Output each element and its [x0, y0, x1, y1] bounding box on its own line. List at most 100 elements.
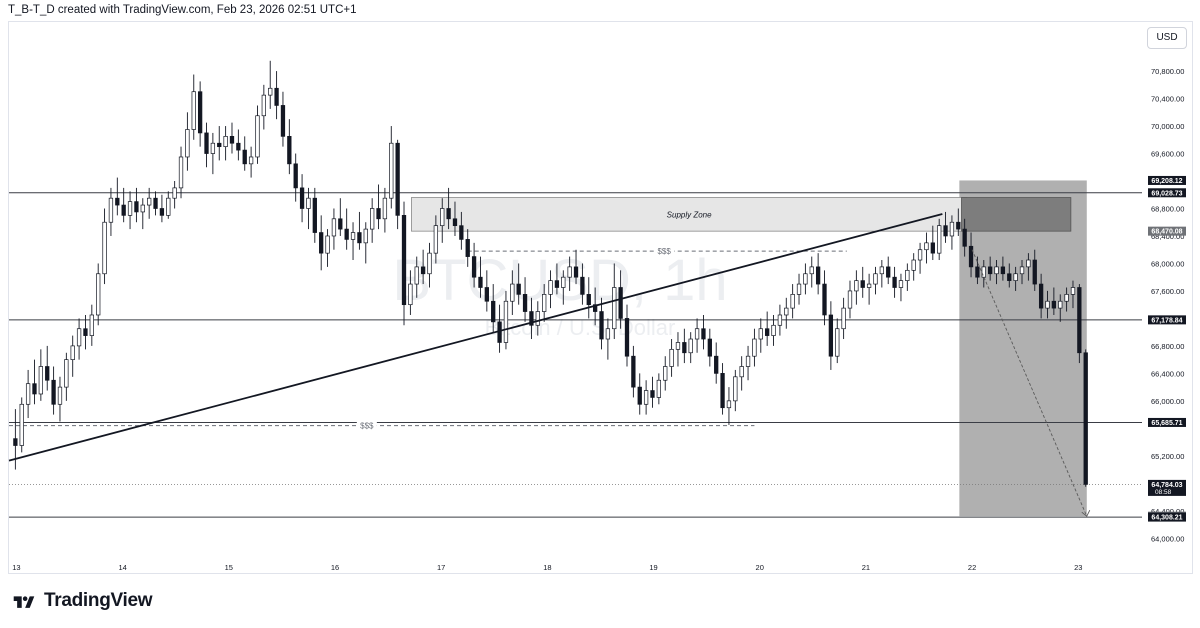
price-tag-bg	[1148, 226, 1186, 236]
candle-body	[178, 156, 184, 189]
candle-body	[815, 266, 821, 285]
candle	[943, 211, 948, 243]
x-tick-label: 18	[543, 563, 551, 572]
candle	[401, 201, 407, 326]
candle-body	[956, 221, 961, 230]
candle-body	[51, 379, 56, 405]
candle-body	[471, 256, 477, 278]
candle	[452, 201, 458, 236]
candle	[650, 376, 655, 408]
candle-body	[166, 197, 171, 216]
candle-body	[701, 328, 706, 340]
price-tag-bg	[1148, 479, 1186, 496]
candle-body	[803, 273, 808, 285]
price-tag-bg	[1148, 315, 1186, 325]
candle	[280, 91, 286, 147]
price-tag: 68,470.08	[1148, 226, 1186, 236]
candle-body	[274, 87, 279, 106]
chart-header: T_B-T_D created with TradingView.com, Fe…	[8, 4, 357, 16]
candle	[1032, 249, 1037, 291]
candle-body	[618, 287, 623, 319]
candle-body	[1026, 259, 1031, 268]
candle-body	[293, 163, 298, 189]
candle-body	[522, 294, 528, 312]
candle	[363, 222, 368, 264]
candle	[503, 290, 509, 350]
candle	[1077, 284, 1082, 364]
currency-button[interactable]: USD	[1147, 27, 1187, 49]
candle	[1038, 273, 1044, 319]
candle	[835, 318, 840, 364]
candle	[707, 328, 712, 367]
candle-body	[516, 283, 521, 295]
candle	[866, 273, 872, 305]
candle	[172, 181, 177, 209]
candle-body	[580, 276, 585, 295]
price-axis[interactable]: 71,200.0070,800.0070,400.0070,000.0069,6…	[1151, 40, 1184, 544]
candle-body	[809, 266, 814, 275]
candle-body	[860, 280, 865, 288]
candle	[185, 112, 190, 171]
candle	[1064, 287, 1069, 312]
candle	[83, 314, 88, 350]
candle	[108, 187, 114, 236]
candle-body	[76, 328, 82, 347]
candle	[784, 297, 789, 329]
y-tick-label: 70,800.00	[1151, 67, 1184, 76]
candle-body	[217, 142, 222, 148]
candle-body	[127, 201, 133, 216]
candle	[624, 304, 630, 367]
candle	[159, 194, 165, 223]
candle-body	[229, 136, 235, 144]
price-tag-bg	[1148, 175, 1186, 185]
candle-body	[242, 149, 247, 165]
candle-body	[663, 366, 668, 381]
price-tag-label: 68,470.08	[1151, 229, 1182, 236]
candle-body	[420, 266, 426, 275]
candle	[210, 132, 216, 175]
candle	[140, 198, 145, 230]
candle	[331, 208, 337, 250]
candle-body	[414, 266, 419, 285]
liquidity-label-bg-1	[654, 246, 675, 256]
candle-body	[185, 129, 190, 158]
candle-body	[299, 187, 305, 209]
candle	[777, 304, 783, 336]
candle-body	[204, 132, 209, 154]
candle	[599, 297, 604, 350]
candle-body	[943, 225, 948, 237]
candle	[586, 277, 591, 319]
candle	[714, 342, 719, 384]
candle	[847, 280, 853, 319]
candle-body	[650, 390, 655, 398]
price-tag-bg	[1148, 188, 1186, 198]
candle-body	[924, 242, 929, 251]
candle-body	[395, 142, 400, 216]
candle	[134, 187, 139, 223]
x-tick-label: 16	[331, 563, 339, 572]
candle-body	[917, 249, 923, 261]
candle-body	[223, 136, 228, 148]
candle-body	[121, 204, 126, 216]
time-axis[interactable]: 13 14 15 16 17 18 19 20 21 22 23	[12, 563, 1082, 572]
candle-body	[968, 245, 974, 268]
candle	[535, 301, 540, 336]
candle-body	[866, 283, 872, 288]
candle-body	[32, 383, 37, 395]
candle	[937, 218, 942, 261]
candle-body	[1019, 266, 1025, 275]
candle	[841, 297, 846, 340]
candle-body	[777, 314, 783, 326]
candle-body	[1013, 273, 1018, 281]
drawing-lines	[8, 213, 1091, 517]
price-tag-label: 69,208.12	[1151, 178, 1182, 185]
candle-body	[841, 307, 846, 330]
candle-body	[338, 218, 343, 230]
candle-body	[401, 215, 407, 306]
candle	[886, 256, 891, 285]
horizontal-levels: $$$ $$$	[9, 192, 1142, 518]
candle-body	[873, 273, 878, 285]
candle	[771, 314, 776, 346]
